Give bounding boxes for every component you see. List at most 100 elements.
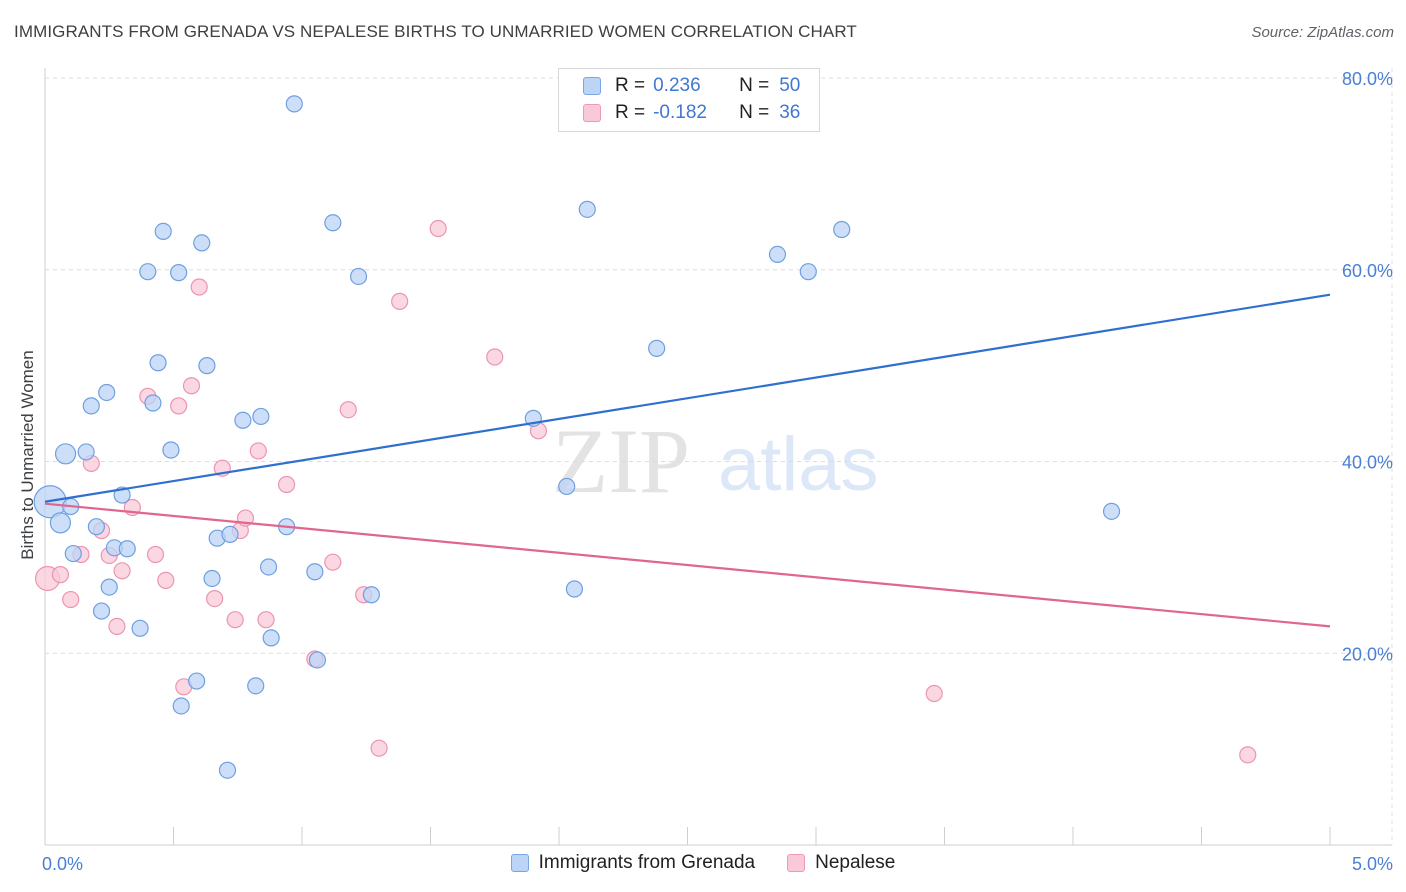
r-value: -0.182 (653, 102, 707, 123)
grenada-point (247, 677, 265, 695)
chart-title: IMMIGRANTS FROM GRENADA VS NEPALESE BIRT… (14, 22, 857, 41)
nepalese-point (277, 475, 296, 494)
nepalese-point (925, 684, 943, 703)
grenada-point (118, 540, 136, 558)
grenada-point (154, 222, 172, 240)
nepalese-point (146, 545, 165, 564)
nepalese-point (1239, 746, 1257, 764)
grenada-point (172, 697, 190, 715)
grenada-point (799, 263, 817, 281)
grenada-point (193, 234, 211, 252)
y-tick-label: 60.0% (1342, 261, 1393, 281)
grenada-point (349, 267, 368, 286)
nepalese-point (113, 562, 131, 580)
grenada-point (252, 407, 270, 426)
nepalese-point (339, 401, 357, 419)
grenada-point (362, 586, 380, 604)
nepalese-point (182, 377, 201, 395)
stats-legend: R = 0.236 N = 50 R = -0.182 N = 36 (558, 68, 820, 132)
grenada-point (162, 441, 180, 459)
y-tick-label: 20.0% (1342, 644, 1393, 664)
grenada-point (198, 357, 216, 375)
y-axis-title: Births to Unmarried Women (18, 350, 37, 559)
n-label: N = (739, 102, 770, 123)
grenada-point (87, 518, 106, 536)
axes (44, 68, 1392, 846)
nepalese-point (206, 590, 224, 608)
grenada-point (558, 477, 576, 496)
nepalese-point (257, 611, 275, 629)
nepalese-swatch (583, 104, 601, 122)
grenada-swatch (583, 77, 601, 95)
grenada-point (308, 651, 327, 669)
nepalese-point (391, 292, 409, 310)
nepalese-point (429, 219, 447, 238)
grenada-point (82, 397, 100, 415)
grenada-point (77, 443, 95, 461)
series-legend: Immigrants from Grenada Nepalese (0, 852, 1406, 874)
grenada-point (131, 619, 149, 637)
grenada-point (98, 383, 116, 402)
grenada-point (170, 264, 188, 282)
grenada-point (64, 544, 82, 563)
nepalese-point (108, 617, 126, 636)
grenada-legend-swatch (510, 854, 529, 872)
grenada-trend-line (44, 293, 1331, 503)
x-tick-labels: 0.0% 5.0% (42, 854, 1393, 874)
grenada-point (324, 214, 342, 232)
x-tick-label: 5.0% (1352, 854, 1393, 874)
y-tick-label: 40.0% (1342, 453, 1393, 473)
grenada-point (1102, 502, 1121, 520)
legend-label-grenada: Immigrants from Grenada (538, 852, 756, 873)
grenada-point (54, 443, 77, 465)
n-label: N = (739, 75, 770, 96)
grenada-point (139, 263, 157, 281)
grenada-point (259, 558, 278, 576)
nepalese-point (249, 442, 267, 460)
grenada-point (833, 220, 851, 239)
grenada-point (149, 354, 167, 372)
grenada-point (648, 339, 666, 357)
grenada-point (49, 512, 72, 534)
nepalese-point (157, 571, 175, 589)
stats-legend-row-nepalese: R = -0.182 N = 36 (583, 100, 800, 126)
r-label: R = (615, 75, 646, 96)
grenada-point (203, 569, 221, 588)
r-label: R = (615, 102, 646, 123)
n-value: 36 (779, 102, 801, 123)
nepalese-point (486, 348, 504, 366)
grenada-point (306, 563, 324, 581)
nepalese-trend-line (44, 502, 1331, 628)
grenada-point (578, 200, 596, 218)
watermark-atlas: atlas (718, 422, 879, 507)
grenada-point (221, 525, 239, 543)
x-tick-label: 0.0% (42, 854, 83, 874)
nepalese-point (170, 397, 188, 415)
grenada-point (144, 394, 162, 412)
r-value: 0.236 (653, 75, 701, 96)
grenada-point (262, 629, 280, 647)
nepalese-point (190, 278, 208, 296)
trend-lines (44, 293, 1331, 628)
n-value: 50 (779, 75, 801, 96)
grenada-point (100, 578, 118, 596)
nepalese-point (370, 739, 388, 757)
grenada-point (218, 761, 237, 779)
source-label: Source: ZipAtlas.com (1251, 24, 1394, 41)
legend-label-nepalese: Nepalese (815, 852, 896, 873)
legend-item-grenada: Immigrants from Grenada (510, 852, 756, 874)
nepalese-point (324, 553, 342, 571)
grenada-point (565, 580, 584, 598)
y-tick-labels: 20.0% 40.0% 60.0% 80.0% (1342, 69, 1393, 664)
data-points (33, 95, 1257, 779)
nepalese-point (51, 566, 70, 584)
grenada-point (768, 245, 787, 264)
nepalese-point (226, 611, 244, 629)
nepalese-point (62, 590, 80, 609)
grenada-point (92, 602, 111, 620)
grenada-point (188, 672, 206, 690)
nepalese-legend-swatch (787, 854, 806, 872)
legend-item-nepalese: Nepalese (787, 852, 895, 874)
grenada-point (234, 411, 252, 429)
